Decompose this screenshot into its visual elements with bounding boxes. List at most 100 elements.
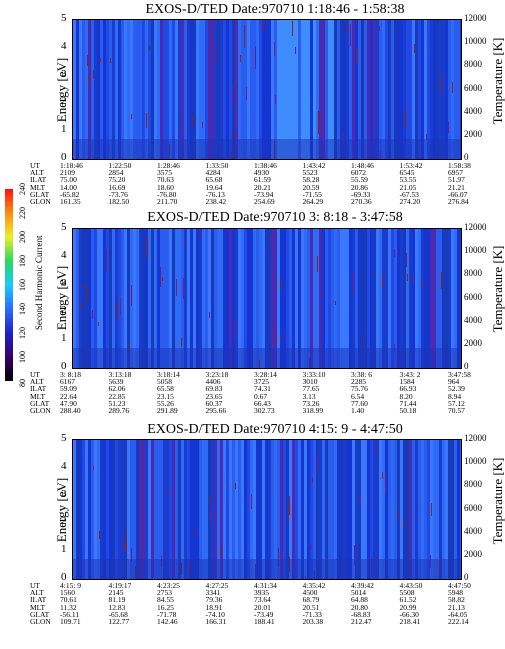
panel-3-row-value: 68.79 [302, 595, 320, 605]
spectrogram-column [430, 229, 433, 368]
spectrogram-column [373, 20, 376, 159]
panel-2-row-value: 291.89 [157, 406, 178, 415]
spectrogram-column [316, 20, 319, 159]
spectrogram-column [205, 440, 208, 579]
spectrogram-streak [441, 75, 442, 92]
spectrogram-column [367, 229, 370, 368]
panel-3-row-label: ALT [30, 588, 44, 598]
spectrogram-column [79, 20, 82, 159]
spectrogram-column [382, 20, 385, 159]
spectrogram-streak [356, 48, 357, 63]
panel-2-row-value: 3:47:58 [448, 370, 471, 379]
panel-1-row-value: 6957 [448, 168, 463, 178]
spectrogram-column [376, 20, 379, 159]
panel-3-row-value: 84.55 [157, 595, 174, 605]
spectrogram-column [103, 20, 106, 159]
spectrogram-column [451, 440, 454, 579]
spectrogram-column [73, 440, 76, 579]
panel-3-row-label: UT [30, 581, 40, 590]
spectrogram-streak [99, 531, 100, 539]
panel-2-row-value: 77.65 [302, 384, 320, 394]
spectrogram-column [340, 440, 343, 579]
spectrogram-column [337, 229, 340, 368]
panel-2-row-value: 70.57 [448, 406, 465, 415]
panel-3-row-value: -56.11 [60, 609, 80, 619]
spectrogram-column [142, 229, 145, 368]
spectrogram-column [400, 229, 403, 368]
spectrogram-column [385, 229, 388, 368]
panel-3-row-value: -66.30 [399, 609, 419, 619]
spectrogram-column [118, 440, 121, 579]
panel-3-row-value: -74.10 [205, 609, 225, 619]
panel-3-row-value: 4500 [302, 588, 318, 598]
spectrogram-column [259, 229, 262, 368]
spectrogram-column [163, 440, 166, 579]
spectrogram-column [247, 20, 250, 159]
spectrogram-streak [146, 113, 147, 128]
panel-3-row-value: 20.01 [254, 602, 271, 612]
panel-1-row-label: GLAT [30, 189, 50, 199]
spectrogram-column [277, 440, 280, 579]
spectrogram-column [181, 229, 184, 368]
spectrogram-column [250, 440, 253, 579]
panel-2-row-value: 57.12 [448, 398, 465, 408]
spectrogram-column [187, 20, 190, 159]
panel-3-row-value: -68.83 [351, 609, 371, 619]
panel-1-row-value: 1:28:46 [157, 161, 180, 170]
panel-1-ytick: 0 [61, 151, 67, 163]
panel-2-row-value: 295.66 [205, 406, 227, 415]
panel-3-y2tick: 10000 [464, 456, 487, 467]
spectrogram-column [409, 229, 412, 368]
panel-3-row-value: 4:43:50 [399, 581, 423, 590]
spectrogram-column [334, 229, 337, 368]
spectrogram-column [292, 440, 295, 579]
spectrogram-column [286, 20, 289, 159]
panel-3-row-value: 1560 [60, 588, 75, 598]
spectrogram-column [373, 440, 376, 579]
spectrogram-streak [377, 444, 378, 456]
spectrogram-column [271, 229, 274, 368]
panel-1-row-value: 21.21 [448, 182, 465, 192]
spectrogram-streak [195, 530, 196, 536]
panel-3-row-value: 4:47:50 [448, 581, 471, 590]
spectrogram-column [340, 229, 343, 368]
panel-1-ylabel: Energy [eV] [54, 57, 69, 123]
spectrogram-column [109, 20, 112, 159]
spectrogram-column [274, 20, 277, 159]
panel-3-spectrogram [72, 439, 462, 580]
spectrogram-column [181, 440, 184, 579]
spectrogram-column [244, 440, 247, 579]
spectrogram-column [190, 440, 193, 579]
panel-2-row-value: 3: 8:18 [60, 370, 82, 379]
spectrogram-column [259, 440, 262, 579]
spectrogram-column [358, 229, 361, 368]
panel-1-row-value: 53.55 [399, 175, 417, 185]
spectrogram-column [202, 229, 205, 368]
spectrogram-streak [312, 477, 313, 483]
spectrogram-column [454, 440, 457, 579]
spectrogram-column [127, 20, 130, 159]
spectrogram-column [88, 229, 91, 368]
spectrogram-column [343, 440, 346, 579]
spectrogram-column [268, 229, 271, 368]
spectrogram-column [112, 440, 115, 579]
spectrogram-column [223, 20, 226, 159]
spectrogram-streak [149, 46, 150, 50]
spectrogram-column [277, 20, 280, 159]
panel-3-row-value: 166.31 [205, 617, 227, 626]
spectrogram-column [262, 440, 265, 579]
spectrogram-column [445, 229, 448, 368]
panel-1-row-label: MLT [30, 182, 46, 192]
panel-2-row-value: 55.26 [157, 398, 174, 408]
spectrogram-column [298, 440, 301, 579]
spectrogram-column [301, 440, 304, 579]
spectrogram-column [406, 229, 409, 368]
panel-1-row-value: -66.07 [448, 189, 468, 199]
panel-2-row-value: 6.54 [351, 391, 365, 401]
spectrogram-column [241, 20, 244, 159]
spectrogram-column [445, 440, 448, 579]
panel-1-row-value: 276.84 [448, 197, 469, 206]
spectrogram-column [103, 440, 106, 579]
colorbar-tick: 220 [18, 207, 27, 219]
panel-3-row-label: MLT [30, 602, 46, 612]
